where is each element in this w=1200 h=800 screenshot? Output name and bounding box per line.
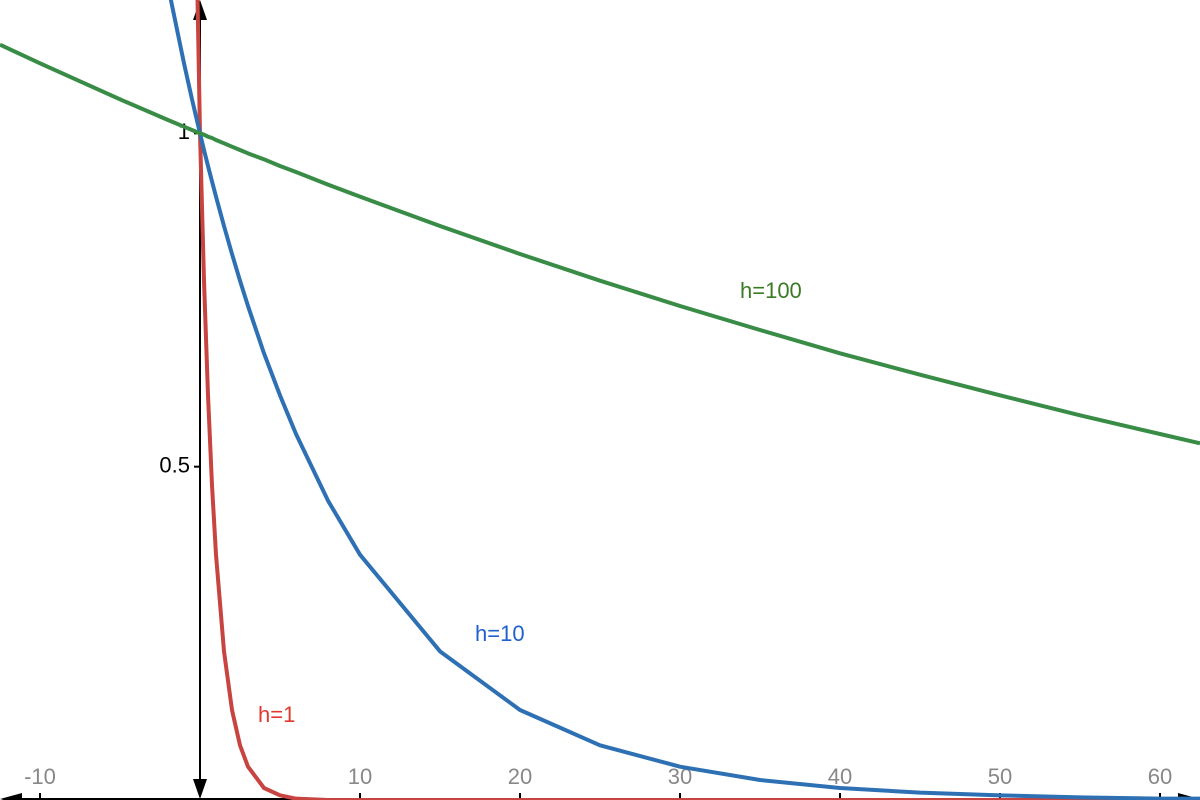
axis-arrow — [0, 793, 22, 800]
curve-label: h=100 — [740, 278, 802, 303]
x-tick-label: 50 — [988, 764, 1012, 789]
x-tick-label: 20 — [508, 764, 532, 789]
x-tick-label: 10 — [348, 764, 372, 789]
x-tick-label: -10 — [24, 764, 56, 789]
axis-arrow — [193, 0, 207, 20]
curve — [195, 0, 1200, 800]
curve — [168, 0, 1200, 800]
x-tick-label: 60 — [1148, 764, 1172, 789]
curve-label: h=1 — [258, 702, 295, 727]
axis-arrow — [193, 779, 207, 799]
curve-label: h=10 — [475, 621, 525, 646]
x-tick-label: 40 — [828, 764, 852, 789]
curve — [0, 42, 1200, 446]
y-tick-label: 0.5 — [159, 452, 190, 477]
